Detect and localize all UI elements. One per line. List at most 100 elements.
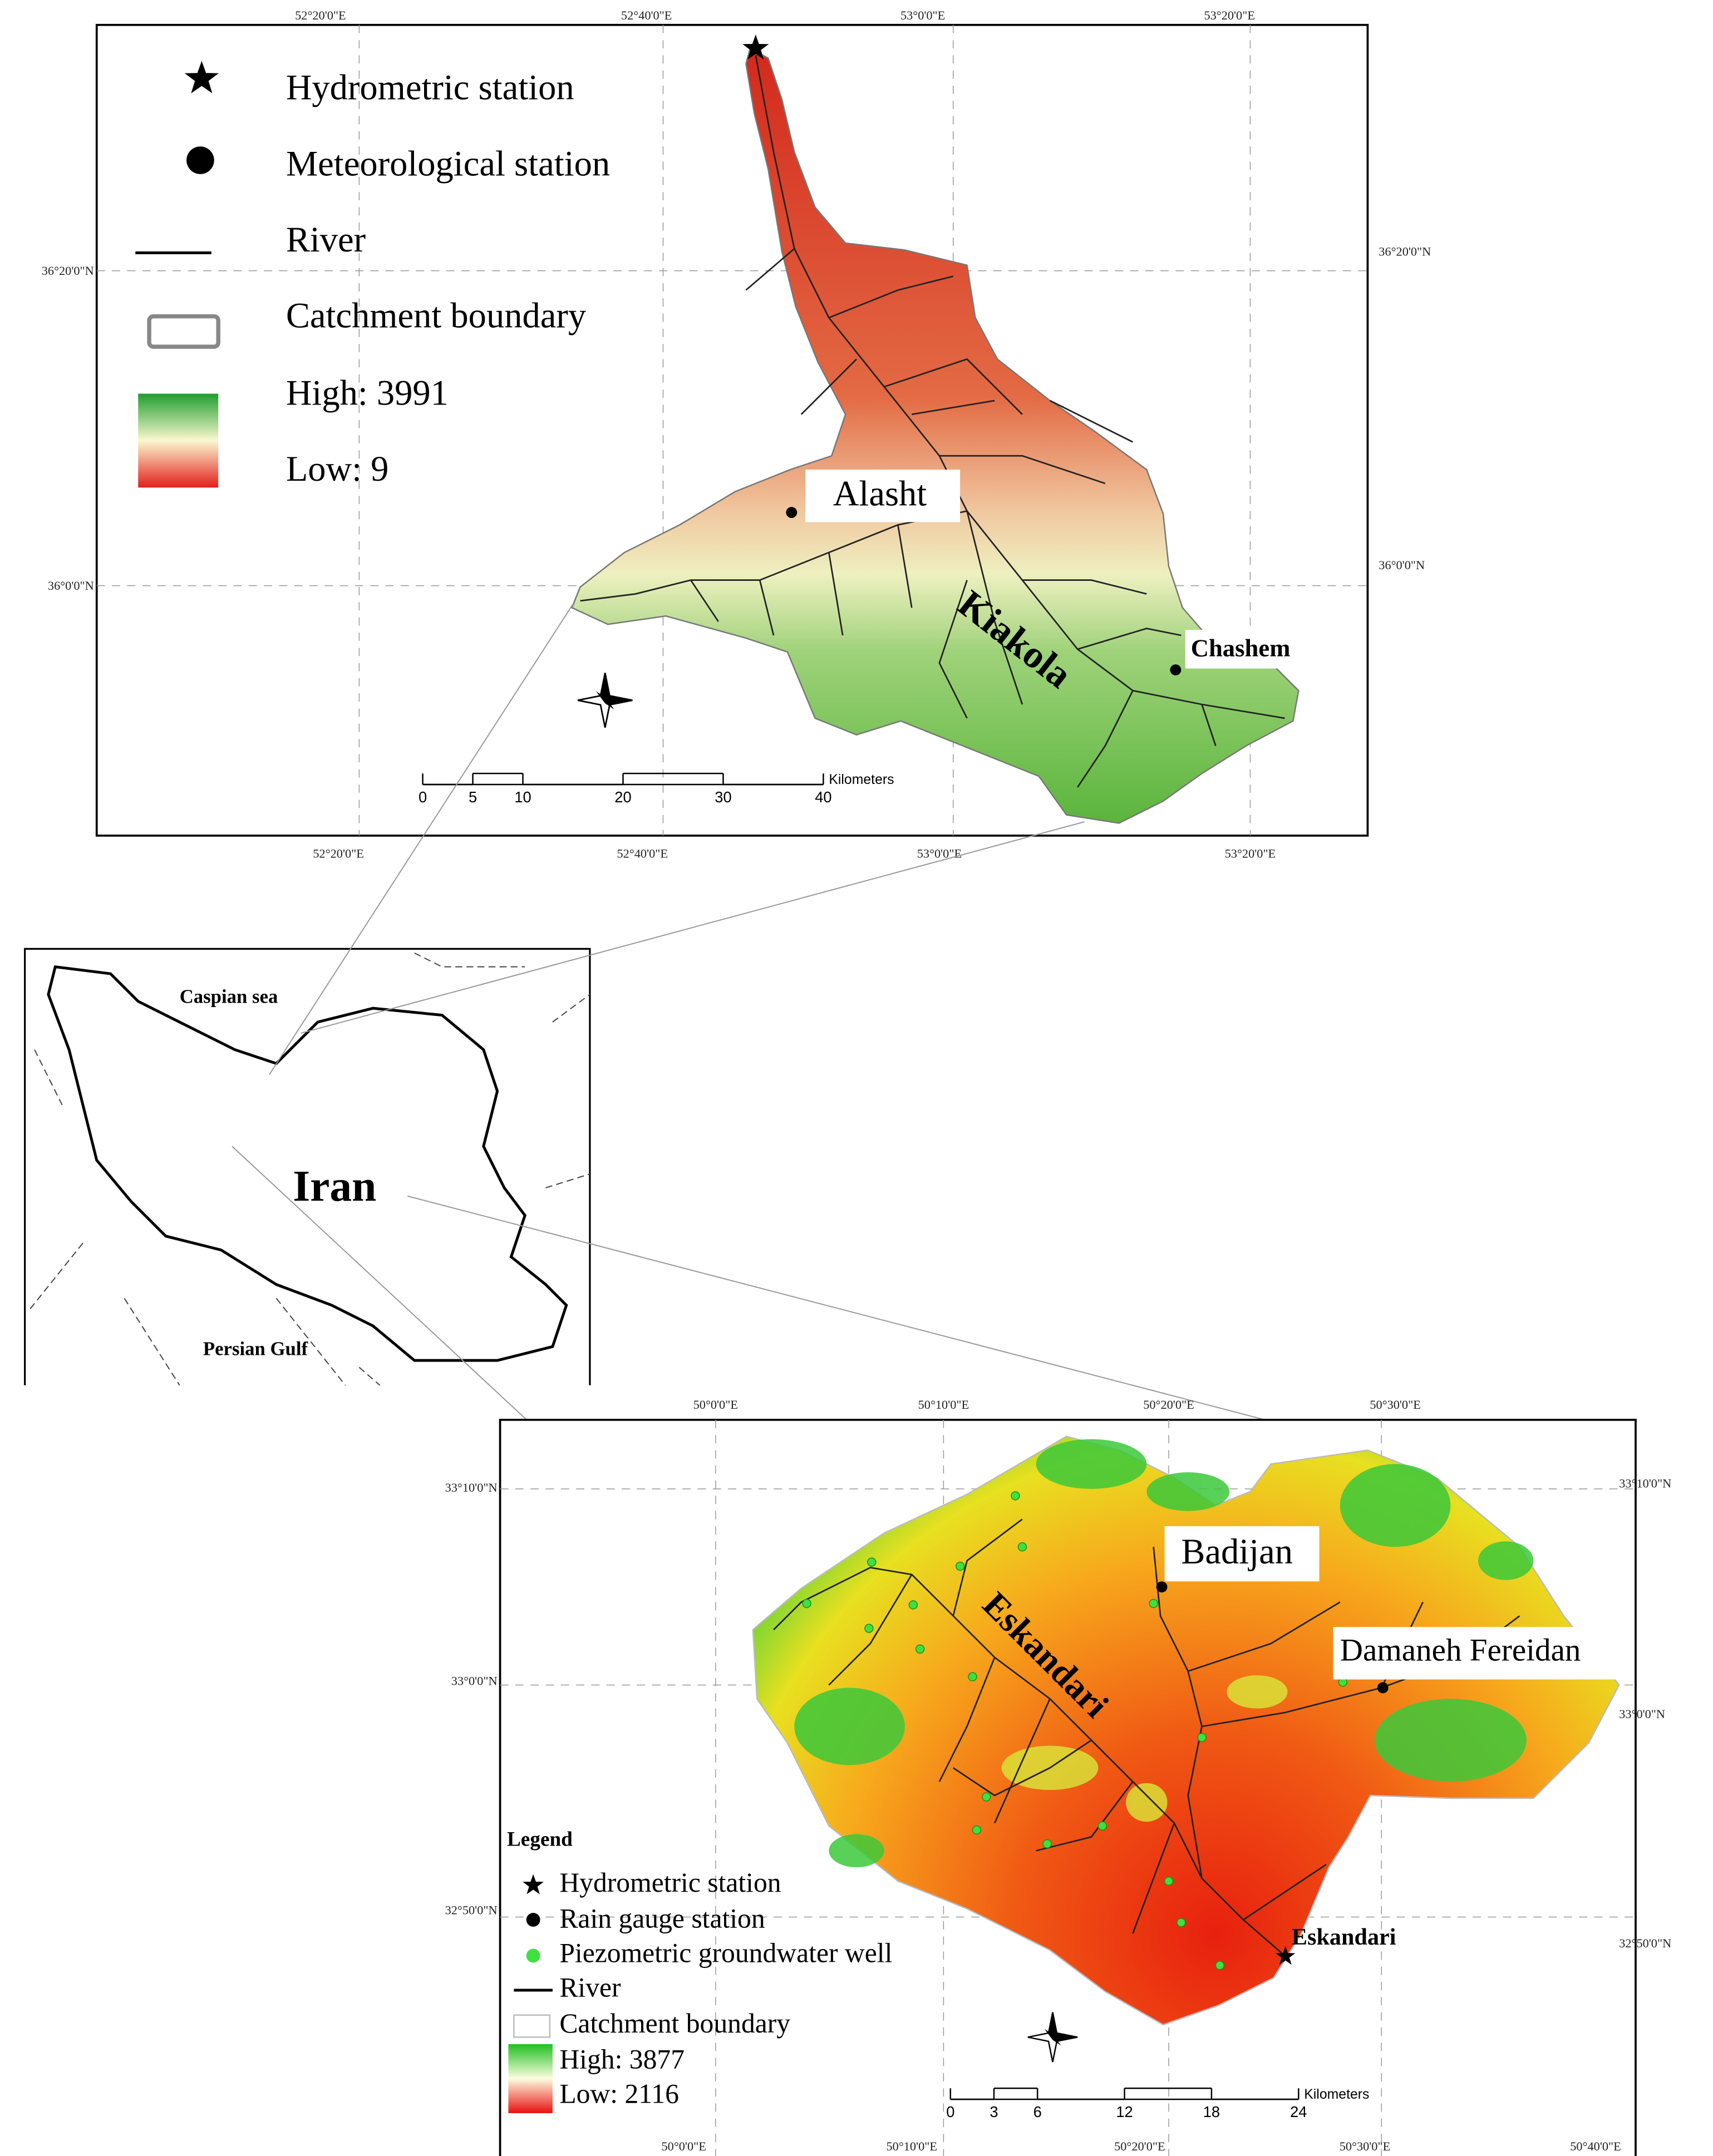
ellipse-shape: [1146, 1472, 1230, 1511]
place-label: Damaneh Fereidan: [1340, 1632, 1581, 1667]
scale-label: 12: [1116, 2103, 1133, 2120]
circle-shape: [955, 1561, 965, 1571]
circle-shape: [1215, 1961, 1225, 1970]
legend-title: Legend: [507, 1828, 573, 1851]
coordinate-label: 53°20'0"E: [1204, 8, 1255, 22]
circle-shape: [867, 1557, 877, 1567]
scale-label: 3: [990, 2103, 998, 2120]
label-box: [1185, 630, 1313, 669]
circle-shape: [1017, 1542, 1027, 1552]
catchment: [571, 47, 1299, 824]
circle-shape: [1149, 1599, 1158, 1609]
place-label: Chashem: [1191, 634, 1291, 662]
top-map: Alasht Kiakola Chashem Hydrometric stati…: [42, 8, 1431, 861]
circle-shape: [1164, 1876, 1174, 1886]
label-box: [805, 470, 961, 522]
rain-gauge-station: [1377, 1682, 1389, 1694]
rain-gauge-station: [1156, 1581, 1168, 1593]
legend-label: Meteorological station: [286, 143, 610, 183]
gulf-label: Persian Gulf: [203, 1338, 308, 1360]
scale-label: 24: [1290, 2103, 1307, 2120]
groundwater-wells: [802, 1491, 1347, 1970]
coordinate-label: 33°10'0"N: [1619, 1477, 1671, 1491]
coordinates: 50°0'0"E 50°10'0"E 50°20'0"E 50°30'0"E 50°0'…: [445, 1398, 1672, 2153]
circle-shape: [1197, 1733, 1207, 1742]
circle-shape: [908, 1600, 918, 1610]
coordinates: 52°20'0"E 52°40'0"E 53°0'0"E 53°20'0"E 52°20…: [42, 8, 1431, 861]
coordinate-label: 33°0'0"N: [1619, 1707, 1665, 1721]
circle-shape: [802, 1599, 811, 1609]
country-label: Iran: [293, 1162, 376, 1211]
legend: Hydrometric station Rain gauge station Pie…: [559, 1867, 892, 2109]
meteorological-station: [1170, 664, 1182, 675]
coordinate-label: 50°0'0"E: [693, 1398, 738, 1412]
ellipse-shape: [1227, 1675, 1288, 1709]
legend-symbol: [526, 1948, 540, 1963]
coordinate-label: 36°0'0"N: [1379, 558, 1425, 572]
place-label: Badijan: [1181, 1531, 1293, 1571]
legend-symbol: [147, 314, 220, 349]
coordinate-label: 36°20'0"N: [42, 264, 94, 278]
ellipse-shape: [1374, 1699, 1527, 1782]
legend-symbol: [138, 393, 219, 488]
legend-label: Low: 9: [286, 448, 389, 489]
coordinate-label: 33°10'0"N: [445, 1481, 498, 1494]
scale-label: 20: [614, 788, 631, 806]
outlet-label: Eskandari: [1292, 1924, 1396, 1950]
ellipse-shape: [829, 1834, 884, 1868]
label-box: [1164, 1526, 1320, 1582]
ellipse-shape: [794, 1688, 905, 1765]
sea-label: Caspian sea: [180, 986, 278, 1008]
scale-label: 18: [1203, 2103, 1220, 2120]
coordinate-label: 50°10'0"E: [887, 2139, 938, 2153]
legend-label: Catchment boundary: [286, 295, 586, 335]
coordinate-label: 32°50'0"N: [1619, 1936, 1671, 1950]
coordinate-label: 52°20'0"E: [313, 847, 364, 861]
coordinate-label: 53°0'0"E: [917, 847, 962, 861]
coordinate-label: 50°20'0"E: [1143, 1398, 1194, 1412]
legend-label: Catchment boundary: [559, 2008, 790, 2039]
bottom-map: Badijan Damaneh Fereidan Eskandari Eskan…: [445, 1398, 1672, 2156]
legend-label: Hydrometric station: [559, 1867, 781, 1898]
coordinate-label: 50°30'0"E: [1340, 2139, 1391, 2153]
legend-label: River: [559, 1972, 621, 2002]
legend-symbol: [513, 2014, 551, 2038]
coordinate-label: 32°50'0"N: [445, 1903, 498, 1917]
scale-label: 6: [1033, 2103, 1042, 2120]
scale-label: 40: [815, 788, 831, 806]
circle-shape: [1097, 1821, 1107, 1831]
legend-symbol: [186, 146, 214, 174]
circle-shape: [972, 1825, 982, 1835]
scale-label: 10: [514, 788, 531, 806]
legend-symbol: [508, 2044, 553, 2113]
legend-label: High: 3877: [559, 2044, 685, 2074]
coordinate-label: 53°0'0"E: [900, 8, 945, 22]
coordinate-label: 50°30'0"E: [1370, 1398, 1421, 1412]
legend-label: Hydrometric station: [286, 67, 574, 107]
scale-unit: Kilometers: [829, 772, 894, 787]
neighbour-border: [27, 952, 590, 1386]
inset-frame: [24, 948, 591, 1385]
legend: Hydrometric station Meteorological statio…: [286, 67, 610, 489]
scale-label: 0: [419, 788, 427, 806]
circle-shape: [864, 1624, 874, 1633]
ellipse-shape: [1126, 1783, 1168, 1822]
circle-shape: [915, 1644, 925, 1654]
coordinate-label: 52°40'0"E: [617, 847, 668, 861]
legend-symbol: [526, 1913, 540, 1927]
meteorological-station: [786, 507, 798, 518]
coordinate-label: 53°20'0"E: [1225, 847, 1276, 861]
circle-shape: [982, 1792, 991, 1802]
scale-label: 30: [715, 788, 731, 806]
circle-shape: [1011, 1491, 1020, 1501]
ellipse-shape: [1478, 1541, 1534, 1580]
inset-map: Caspian sea Iran Persian Gulf: [24, 603, 1382, 1630]
coordinate-label: 50°10'0"E: [918, 1398, 969, 1412]
circle-shape: [1042, 1839, 1052, 1849]
legend-label: Piezometric groundwater well: [559, 1937, 892, 1968]
coordinate-label: 52°40'0"E: [621, 8, 672, 22]
label-box: [1333, 1627, 1617, 1680]
